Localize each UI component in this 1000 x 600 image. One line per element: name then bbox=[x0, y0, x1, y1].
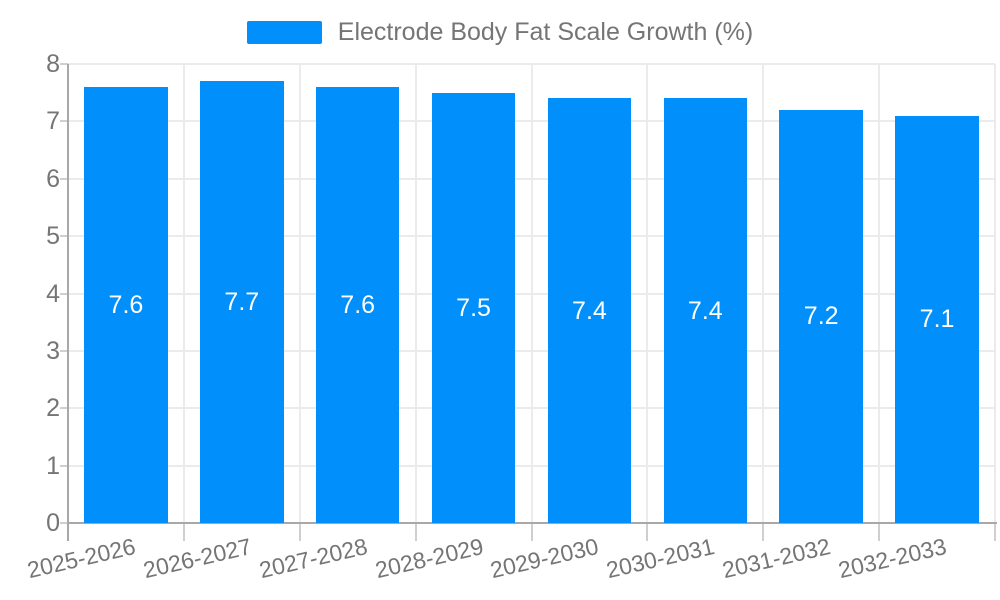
x-gridline bbox=[646, 64, 649, 523]
bar-value-label: 7.6 bbox=[340, 290, 376, 319]
y-axis-tick bbox=[60, 120, 68, 123]
x-axis-label: 2030-2031 bbox=[604, 533, 718, 584]
bar[interactable] bbox=[547, 98, 632, 523]
bar-value-label: 7.6 bbox=[108, 290, 144, 319]
x-axis-tick bbox=[182, 523, 185, 541]
x-axis-label: 2027-2028 bbox=[256, 533, 370, 584]
bar[interactable] bbox=[315, 86, 400, 523]
bar-value-label: 7.4 bbox=[687, 296, 723, 325]
x-axis-label: 2031-2032 bbox=[720, 533, 834, 584]
bar[interactable] bbox=[84, 86, 168, 523]
y-axis-tick bbox=[60, 407, 68, 410]
x-gridline bbox=[994, 64, 996, 523]
y-axis-label: 1 bbox=[46, 451, 60, 480]
y-axis-label: 3 bbox=[46, 336, 60, 365]
bar-value-label: 7.2 bbox=[803, 302, 839, 331]
legend-swatch-icon bbox=[246, 20, 322, 44]
x-axis-label: 2028-2029 bbox=[372, 533, 486, 584]
y-axis-tick bbox=[60, 522, 68, 524]
bar[interactable] bbox=[200, 81, 284, 523]
y-axis-label: 7 bbox=[46, 107, 60, 136]
bar[interactable] bbox=[431, 92, 516, 523]
legend[interactable]: Electrode Body Fat Scale Growth (%) bbox=[0, 12, 1000, 52]
x-axis-tick bbox=[878, 523, 881, 541]
y-axis-label: 2 bbox=[46, 394, 60, 423]
x-gridline bbox=[414, 64, 417, 523]
x-gridline bbox=[530, 64, 533, 523]
x-gridline bbox=[878, 64, 881, 523]
y-axis-tick bbox=[60, 464, 68, 467]
bar-value-label: 7.4 bbox=[572, 296, 607, 325]
x-axis-tick bbox=[298, 523, 301, 541]
y-axis-label: 0 bbox=[46, 509, 60, 537]
x-axis-tick bbox=[994, 523, 996, 541]
bar[interactable] bbox=[895, 115, 979, 523]
y-axis-label: 8 bbox=[46, 50, 60, 78]
x-axis-label: 2026-2027 bbox=[140, 533, 254, 584]
x-gridline bbox=[182, 64, 185, 523]
y-axis-tick bbox=[60, 349, 68, 352]
x-axis-tick bbox=[414, 523, 417, 541]
y-axis-tick bbox=[60, 177, 68, 180]
y-axis-label: 6 bbox=[46, 164, 60, 193]
x-gridline bbox=[298, 64, 301, 523]
x-axis-label: 2029-2030 bbox=[488, 533, 602, 584]
y-axis-label: 4 bbox=[46, 279, 60, 308]
x-axis-line bbox=[68, 522, 997, 524]
bar-value-label: 7.5 bbox=[456, 293, 491, 322]
y-axis-line bbox=[67, 64, 69, 541]
bar[interactable] bbox=[663, 98, 748, 523]
y-axis-tick bbox=[60, 235, 68, 238]
x-gridline bbox=[762, 64, 765, 523]
x-axis-tick bbox=[762, 523, 765, 541]
y-axis-tick bbox=[60, 292, 68, 295]
y-axis-tick bbox=[60, 63, 68, 65]
x-axis-label: 2025-2026 bbox=[24, 533, 138, 584]
bar-value-label: 7.1 bbox=[919, 305, 955, 334]
bar-value-label: 7.7 bbox=[224, 288, 260, 317]
bar[interactable] bbox=[779, 109, 863, 523]
x-axis-label: 2032-2033 bbox=[835, 533, 949, 584]
legend-label: Electrode Body Fat Scale Growth (%) bbox=[337, 17, 754, 46]
y-axis-label: 5 bbox=[46, 222, 60, 251]
x-axis-tick bbox=[530, 523, 533, 541]
x-axis-tick bbox=[646, 523, 649, 541]
